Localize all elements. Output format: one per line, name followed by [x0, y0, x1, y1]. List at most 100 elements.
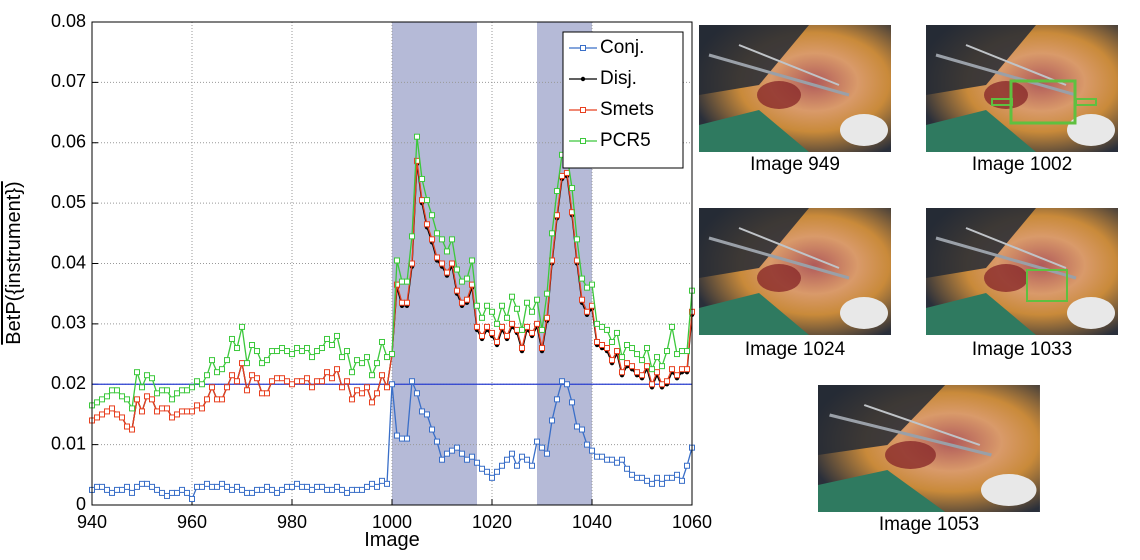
marker [164, 387, 170, 394]
x-tick-label: 940 [77, 512, 107, 532]
marker [469, 281, 475, 288]
marker [279, 486, 285, 493]
marker [684, 348, 690, 355]
marker [634, 351, 640, 358]
marker [294, 480, 300, 487]
marker [184, 387, 190, 394]
marker [514, 305, 520, 312]
marker [294, 345, 300, 352]
marker [454, 444, 460, 451]
marker [439, 236, 445, 243]
marker [169, 414, 175, 421]
marker [504, 456, 510, 463]
marker [619, 369, 625, 376]
marker [639, 372, 645, 379]
x-tick-label: 1020 [472, 512, 512, 532]
y-axis-label: BetP({instrument}) [3, 181, 25, 344]
marker [584, 308, 590, 315]
marker [579, 426, 585, 433]
marker [654, 474, 660, 481]
photo-panel [697, 206, 893, 337]
marker [254, 486, 260, 493]
marker [264, 357, 270, 364]
marker [379, 338, 385, 345]
marker [234, 378, 240, 385]
marker [469, 453, 475, 460]
marker [309, 384, 315, 391]
marker [494, 468, 500, 475]
marker [664, 474, 670, 481]
marker [479, 314, 485, 321]
marker [149, 375, 155, 382]
marker [659, 480, 665, 487]
marker [464, 296, 470, 303]
marker [469, 257, 475, 264]
marker [544, 450, 550, 457]
marker [129, 405, 135, 412]
marker [554, 396, 560, 403]
marker [609, 338, 615, 345]
marker [614, 329, 620, 336]
marker [529, 308, 535, 315]
marker [654, 369, 660, 376]
marker [354, 387, 360, 394]
legend-label: PCR5 [600, 130, 651, 151]
marker [274, 489, 280, 496]
y-tick-label: 0.01 [51, 433, 86, 453]
marker [109, 489, 115, 496]
marker [254, 348, 260, 355]
marker [479, 465, 485, 472]
marker [594, 338, 600, 345]
marker [359, 360, 365, 367]
marker [254, 375, 260, 382]
marker [569, 399, 575, 406]
marker [624, 360, 630, 367]
marker [544, 290, 550, 297]
marker [364, 354, 370, 361]
marker [419, 408, 425, 415]
marker [489, 329, 495, 336]
marker [169, 489, 175, 496]
y-tick-label: 0.04 [51, 252, 86, 272]
marker [599, 323, 605, 330]
marker [319, 378, 325, 385]
marker [209, 483, 215, 490]
marker [364, 384, 370, 391]
image-caption: Image 1024 [745, 339, 846, 360]
marker [284, 348, 290, 355]
marker [319, 483, 325, 490]
marker [134, 396, 140, 403]
marker [444, 450, 450, 457]
marker [369, 399, 375, 406]
marker [479, 332, 485, 339]
marker [580, 107, 586, 113]
marker [219, 480, 225, 487]
marker [549, 417, 555, 424]
marker [264, 483, 270, 490]
marker [494, 338, 500, 345]
marker [399, 435, 405, 442]
marker [609, 456, 615, 463]
marker [580, 76, 586, 82]
marker [304, 483, 310, 490]
marker [239, 360, 245, 367]
marker [204, 396, 210, 403]
marker [174, 489, 180, 496]
marker [169, 396, 175, 403]
marker [554, 212, 560, 219]
marker [329, 486, 335, 493]
x-tick-label: 960 [177, 512, 207, 532]
marker [299, 378, 305, 385]
marker [544, 314, 550, 321]
marker [159, 387, 165, 394]
marker [414, 390, 420, 397]
marker [559, 378, 565, 385]
marker [104, 393, 110, 400]
marker [194, 378, 200, 385]
marker [474, 459, 480, 466]
marker [404, 435, 410, 442]
marker [149, 396, 155, 403]
y-tick-label: 0.03 [51, 313, 86, 333]
marker [219, 366, 225, 373]
x-axis-label: Image [364, 529, 420, 551]
